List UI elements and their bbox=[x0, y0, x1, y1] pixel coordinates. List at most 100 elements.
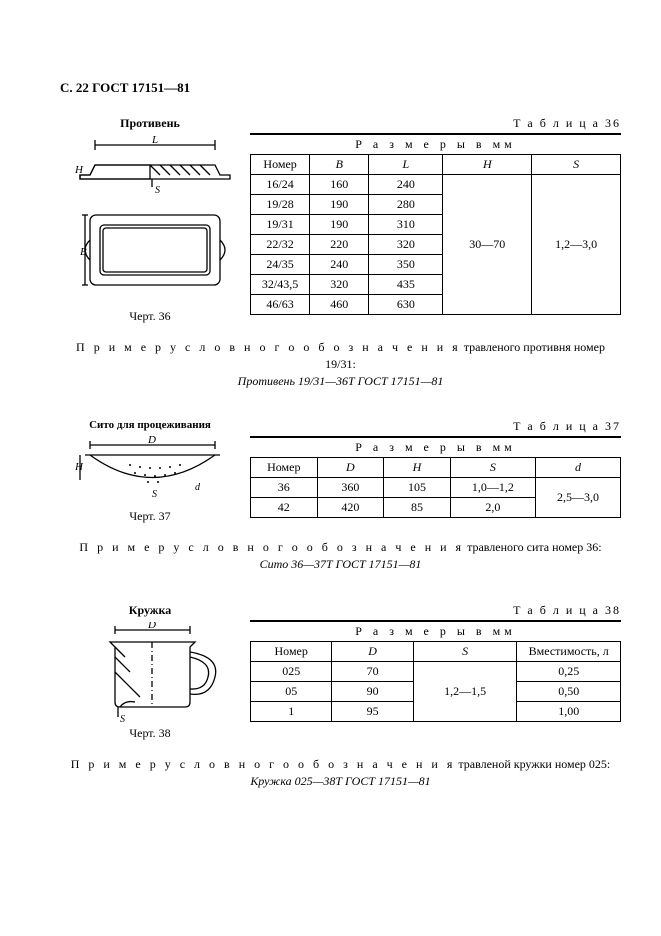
table-subheader-38: Р а з м е р ы в мм bbox=[250, 620, 621, 641]
section-kruzhka: Кружка D bbox=[60, 603, 621, 790]
drawing-caption-36: Черт. 36 bbox=[60, 309, 240, 324]
desig-italic: Противень 19/31—36Т ГОСТ 17151—81 bbox=[238, 374, 444, 388]
th: H bbox=[443, 155, 532, 175]
desig-italic: Кружка 025—38Т ГОСТ 17151—81 bbox=[250, 774, 430, 788]
drawing-svg-36: L H S bbox=[60, 135, 240, 305]
svg-text:S: S bbox=[155, 185, 160, 196]
th: S bbox=[532, 155, 621, 175]
td: 70 bbox=[332, 661, 413, 681]
th: Вместимость, л bbox=[517, 641, 621, 661]
drawing-title-37: Сито для процеживания bbox=[60, 419, 240, 431]
designation-36: П р и м е р у с л о в н о г о о б о з н … bbox=[60, 339, 621, 389]
table-36: Номер B L H S 16/2416024030—701,2—3,0 19… bbox=[250, 154, 621, 315]
td: 460 bbox=[310, 295, 369, 315]
td: 310 bbox=[369, 215, 443, 235]
td: 320 bbox=[310, 275, 369, 295]
drawing-block-37: Сито для процеживания D bbox=[60, 419, 240, 524]
td: 32/43,5 bbox=[251, 275, 310, 295]
table-subheader-37: Р а з м е р ы в мм bbox=[250, 436, 621, 457]
th: S bbox=[450, 458, 535, 478]
svg-text:D: D bbox=[147, 622, 156, 631]
td: 320 bbox=[369, 235, 443, 255]
table-label-36: Т а б л и ц а 36 bbox=[250, 116, 621, 131]
td: 24/35 bbox=[251, 255, 310, 275]
td: 420 bbox=[317, 498, 384, 518]
drawing-title-36: Противень bbox=[60, 116, 240, 131]
th: H bbox=[384, 458, 451, 478]
td: 025 bbox=[251, 661, 332, 681]
td: 95 bbox=[332, 701, 413, 721]
svg-text:S: S bbox=[152, 489, 157, 500]
desig-text: травленого сита номер 36: bbox=[464, 540, 602, 554]
th: Номер bbox=[251, 458, 318, 478]
table-area-36: Т а б л и ц а 36 Р а з м е р ы в мм Номе… bbox=[250, 116, 621, 315]
table-37: Номер D H S d 363601051,0—1,22,5—3,0 424… bbox=[250, 457, 621, 518]
td: 19/31 bbox=[251, 215, 310, 235]
designation-37: П р и м е р у с л о в н о г о о б о з н … bbox=[60, 539, 621, 573]
designation-38: П р и м е р у с л о в н о г о о б о з н … bbox=[60, 756, 621, 790]
drawing-svg-38: D S bbox=[60, 622, 240, 722]
svg-text:L: L bbox=[151, 135, 158, 146]
td: 190 bbox=[310, 215, 369, 235]
th: B bbox=[310, 155, 369, 175]
drawing-caption-37: Черт. 37 bbox=[60, 509, 240, 524]
td: 630 bbox=[369, 295, 443, 315]
drawing-caption-38: Черт. 38 bbox=[60, 726, 240, 741]
svg-text:S: S bbox=[120, 714, 125, 722]
td: 160 bbox=[310, 175, 369, 195]
td: 19/28 bbox=[251, 195, 310, 215]
td: 1 bbox=[251, 701, 332, 721]
section-protiven: Противень L bbox=[60, 116, 621, 389]
th: S bbox=[413, 641, 517, 661]
th: L bbox=[369, 155, 443, 175]
td: 105 bbox=[384, 478, 451, 498]
td: 1,2—1,5 bbox=[413, 661, 517, 721]
td: 42 bbox=[251, 498, 318, 518]
td: 46/63 bbox=[251, 295, 310, 315]
td: 240 bbox=[369, 175, 443, 195]
table-38: Номер D S Вместимость, л 025701,2—1,50,2… bbox=[250, 641, 621, 722]
td: 85 bbox=[384, 498, 451, 518]
td: 360 bbox=[317, 478, 384, 498]
th: d bbox=[535, 458, 620, 478]
svg-text:H: H bbox=[74, 461, 84, 473]
svg-text:H: H bbox=[74, 164, 84, 176]
td: 1,00 bbox=[517, 701, 621, 721]
td: 220 bbox=[310, 235, 369, 255]
drawing-svg-37: D H d S bbox=[60, 435, 240, 505]
table-subheader-36: Р а з м е р ы в мм bbox=[250, 133, 621, 154]
td: 190 bbox=[310, 195, 369, 215]
th: D bbox=[332, 641, 413, 661]
td: 90 bbox=[332, 681, 413, 701]
td: 05 bbox=[251, 681, 332, 701]
svg-text:B: B bbox=[80, 246, 87, 258]
td: 2,0 bbox=[450, 498, 535, 518]
td: 0,50 bbox=[517, 681, 621, 701]
table-area-38: Т а б л и ц а 38 Р а з м е р ы в мм Номе… bbox=[250, 603, 621, 722]
td: 0,25 bbox=[517, 661, 621, 681]
td: 16/24 bbox=[251, 175, 310, 195]
svg-text:D: D bbox=[147, 435, 156, 446]
desig-text: травленой кружки номер 025: bbox=[455, 757, 610, 771]
svg-text:d: d bbox=[195, 482, 201, 493]
desig-italic: Сито 36—37Т ГОСТ 17151—81 bbox=[260, 557, 422, 571]
td: 280 bbox=[369, 195, 443, 215]
drawing-block-36: Противень L bbox=[60, 116, 240, 324]
th: D bbox=[317, 458, 384, 478]
drawing-block-38: Кружка D bbox=[60, 603, 240, 741]
td: 36 bbox=[251, 478, 318, 498]
td: 240 bbox=[310, 255, 369, 275]
td: 2,5—3,0 bbox=[535, 478, 620, 518]
td: 30—70 bbox=[443, 175, 532, 315]
desig-text: П р и м е р у с л о в н о г о о б о з н … bbox=[76, 340, 461, 354]
td: 1,0—1,2 bbox=[450, 478, 535, 498]
table-label-37: Т а б л и ц а 37 bbox=[250, 419, 621, 434]
td: 22/32 bbox=[251, 235, 310, 255]
desig-text: П р и м е р у с л о в н о г о о б о з н … bbox=[79, 540, 464, 554]
td: 1,2—3,0 bbox=[532, 175, 621, 315]
drawing-title-38: Кружка bbox=[60, 603, 240, 618]
page-header: С. 22 ГОСТ 17151—81 bbox=[60, 80, 621, 96]
table-area-37: Т а б л и ц а 37 Р а з м е р ы в мм Номе… bbox=[250, 419, 621, 518]
td: 350 bbox=[369, 255, 443, 275]
table-label-38: Т а б л и ц а 38 bbox=[250, 603, 621, 618]
